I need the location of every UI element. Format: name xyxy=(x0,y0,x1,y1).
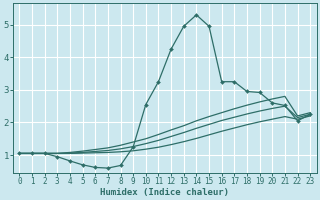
X-axis label: Humidex (Indice chaleur): Humidex (Indice chaleur) xyxy=(100,188,229,197)
